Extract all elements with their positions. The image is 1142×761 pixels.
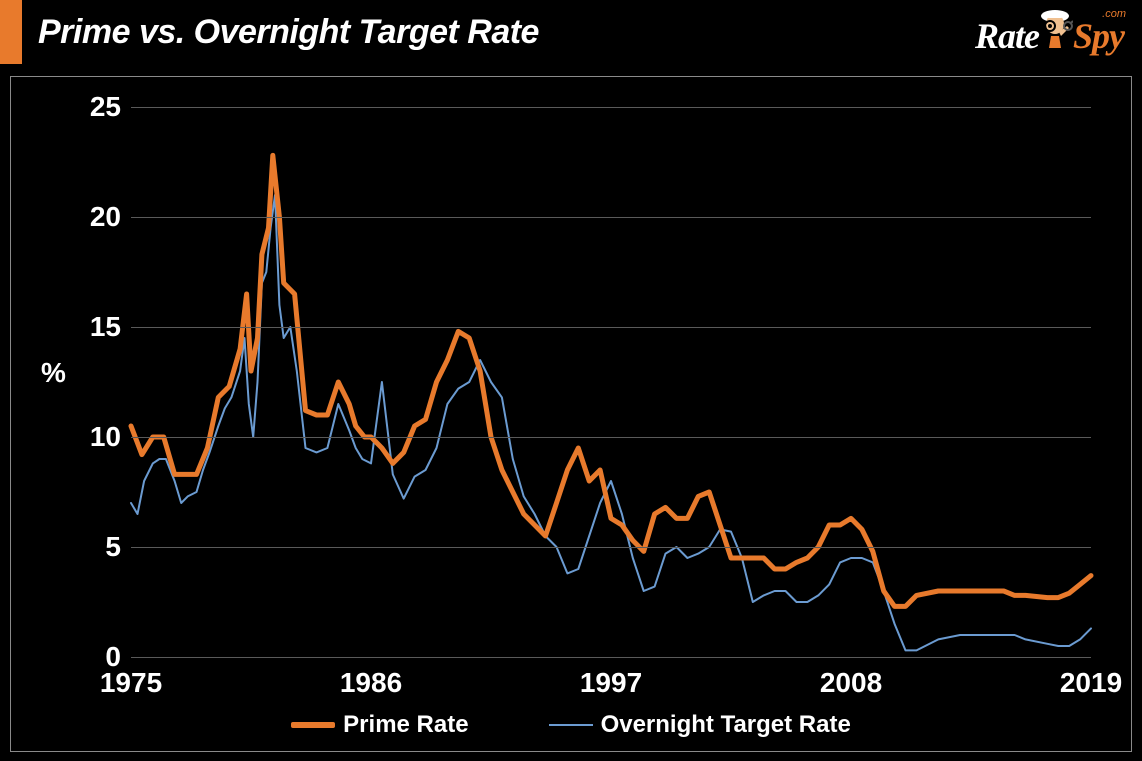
series-line (131, 195, 1091, 650)
chart-lines (131, 107, 1091, 657)
legend-swatch (549, 724, 593, 726)
gridline (131, 657, 1091, 658)
plot-area (131, 107, 1091, 657)
spy-icon (1037, 4, 1073, 48)
logo-text-com: .com (1102, 8, 1126, 20)
legend-label: Overnight Target Rate (601, 711, 851, 739)
x-tick-label: 2019 (1060, 667, 1122, 699)
x-tick-label: 2008 (820, 667, 882, 699)
gridline (131, 547, 1091, 548)
header: Prime vs. Overnight Target Rate Rate Spy… (0, 0, 1142, 64)
gridline (131, 327, 1091, 328)
y-tick-label: 15 (61, 311, 121, 343)
y-tick-label: 10 (61, 421, 121, 453)
x-tick-label: 1997 (580, 667, 642, 699)
header-accent-bar (0, 0, 22, 64)
legend-swatch (291, 722, 335, 728)
y-tick-label: 20 (61, 201, 121, 233)
x-tick-label: 1975 (100, 667, 162, 699)
logo: Rate Spy .com (975, 6, 1124, 54)
x-tick-label: 1986 (340, 667, 402, 699)
gridline (131, 217, 1091, 218)
logo-text-rate: Rate (975, 16, 1039, 56)
gridline (131, 437, 1091, 438)
logo-text-spy: Spy (1073, 16, 1124, 56)
y-tick-label: 25 (61, 91, 121, 123)
chart-frame: % Prime RateOvernight Target Rate 051015… (10, 76, 1132, 752)
legend-item: Overnight Target Rate (549, 711, 851, 739)
y-axis-label: % (41, 357, 66, 389)
legend-label: Prime Rate (343, 711, 468, 739)
series-line (131, 155, 1091, 606)
y-tick-label: 5 (61, 531, 121, 563)
chart-title: Prime vs. Overnight Target Rate (38, 13, 539, 52)
legend-item: Prime Rate (291, 711, 468, 739)
legend: Prime Rate Overnight Target Rate (11, 711, 1131, 739)
gridline (131, 107, 1091, 108)
